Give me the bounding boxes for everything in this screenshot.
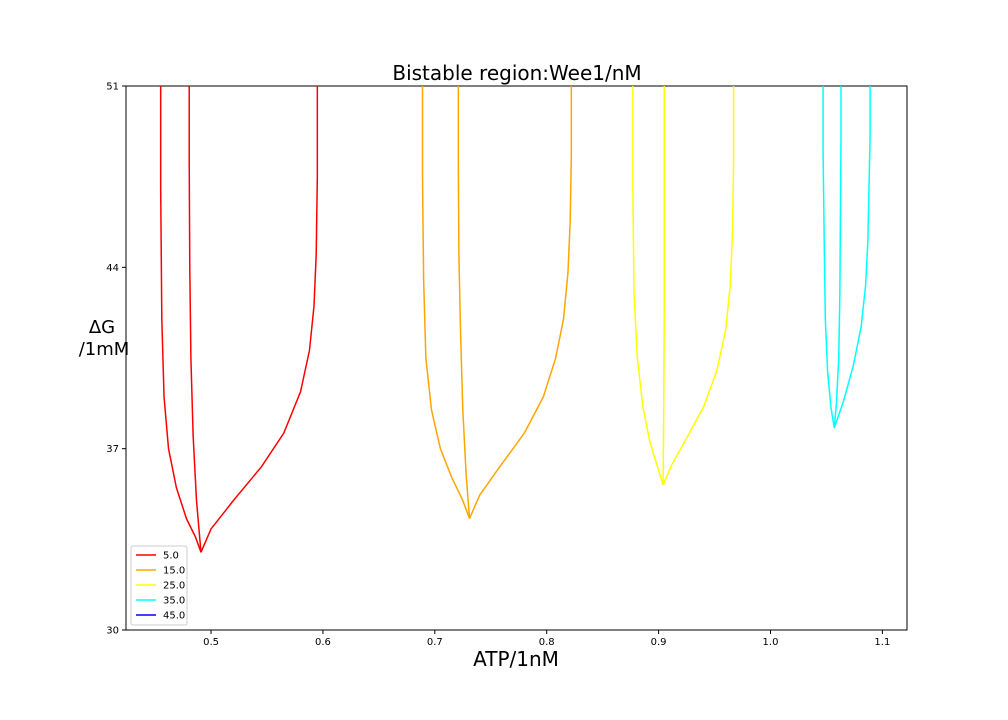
series-5.0-branch-2 <box>200 86 319 553</box>
series-5.0 <box>159 86 319 553</box>
x-tick-label: 1.1 <box>874 637 890 648</box>
legend-label-5.0: 5.0 <box>163 551 179 562</box>
series-5.0-branch-1 <box>188 86 202 553</box>
series-15.0-branch-1 <box>457 86 471 519</box>
legend-frame <box>130 545 188 626</box>
y-axis-ticks: 30 37 44 51 <box>106 82 126 637</box>
legend: 5.0 15.0 25.0 35.0 45.0 <box>130 545 188 626</box>
series-25.0-branch-1 <box>662 86 665 485</box>
y-tick-label: 30 <box>106 626 119 637</box>
x-tick-label: 1.0 <box>763 637 779 648</box>
legend-label-35.0: 35.0 <box>163 596 185 607</box>
series-15.0-branch-0 <box>421 86 471 519</box>
legend-items: 5.0 15.0 25.0 35.0 45.0 <box>136 551 185 622</box>
series-25.0-branch-0 <box>632 86 664 486</box>
x-tick-label: 0.7 <box>427 637 443 648</box>
series-35.0-branch-0 <box>822 86 836 429</box>
x-axis-ticks: 0.5 0.6 0.7 0.8 0.9 1.0 1.1 <box>203 630 890 648</box>
y-tick-label: 37 <box>106 444 119 455</box>
x-tick-label: 0.6 <box>315 637 331 648</box>
legend-label-45.0: 45.0 <box>163 611 185 622</box>
x-tick-label: 0.5 <box>203 637 219 648</box>
legend-label-15.0: 15.0 <box>163 566 185 577</box>
plot-area <box>125 85 908 631</box>
series-5.0-branch-0 <box>159 86 202 553</box>
y-axis-label-line2: /1mM <box>79 339 130 360</box>
series-35.0-branch-2 <box>833 86 871 429</box>
legend-label-25.0: 25.0 <box>163 581 185 592</box>
series-35.0 <box>822 86 871 429</box>
x-tick-label: 0.8 <box>539 637 555 648</box>
series-layer <box>159 86 871 553</box>
series-15.0 <box>421 86 573 519</box>
y-tick-label: 44 <box>106 263 119 274</box>
series-25.0 <box>632 86 735 486</box>
series-25.0-branch-2 <box>662 86 735 486</box>
y-axis-label-line1: ΔG <box>89 317 115 338</box>
chart-title: Bistable region:Wee1/nM <box>392 61 641 85</box>
x-tick-label: 0.9 <box>651 637 667 648</box>
plot-frame <box>125 85 908 631</box>
series-35.0-branch-1 <box>833 86 842 429</box>
y-tick-label: 51 <box>106 82 119 93</box>
series-15.0-branch-2 <box>468 86 573 519</box>
x-axis-label: ATP/1nM <box>473 647 559 671</box>
